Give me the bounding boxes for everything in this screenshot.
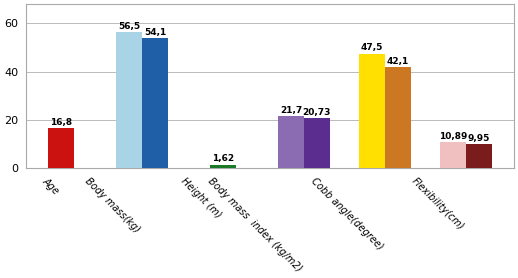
Text: 10,89: 10,89 [439, 132, 467, 141]
Bar [385, 67, 411, 168]
Text: 54,1: 54,1 [144, 28, 166, 36]
Text: 21,7: 21,7 [280, 106, 302, 115]
Text: 16,8: 16,8 [50, 118, 72, 127]
Bar [440, 142, 466, 168]
Bar [278, 116, 304, 168]
Text: 1,62: 1,62 [212, 154, 234, 163]
Bar [48, 128, 74, 168]
Bar [142, 38, 168, 168]
Bar [359, 54, 385, 168]
Text: 47,5: 47,5 [361, 43, 383, 53]
Bar [466, 144, 492, 168]
Text: 56,5: 56,5 [118, 22, 140, 31]
Text: 42,1: 42,1 [386, 56, 409, 66]
Text: 20,73: 20,73 [303, 108, 331, 117]
Text: 9,95: 9,95 [468, 134, 490, 143]
Bar [116, 32, 142, 168]
Bar [304, 118, 330, 168]
Bar [210, 165, 236, 168]
